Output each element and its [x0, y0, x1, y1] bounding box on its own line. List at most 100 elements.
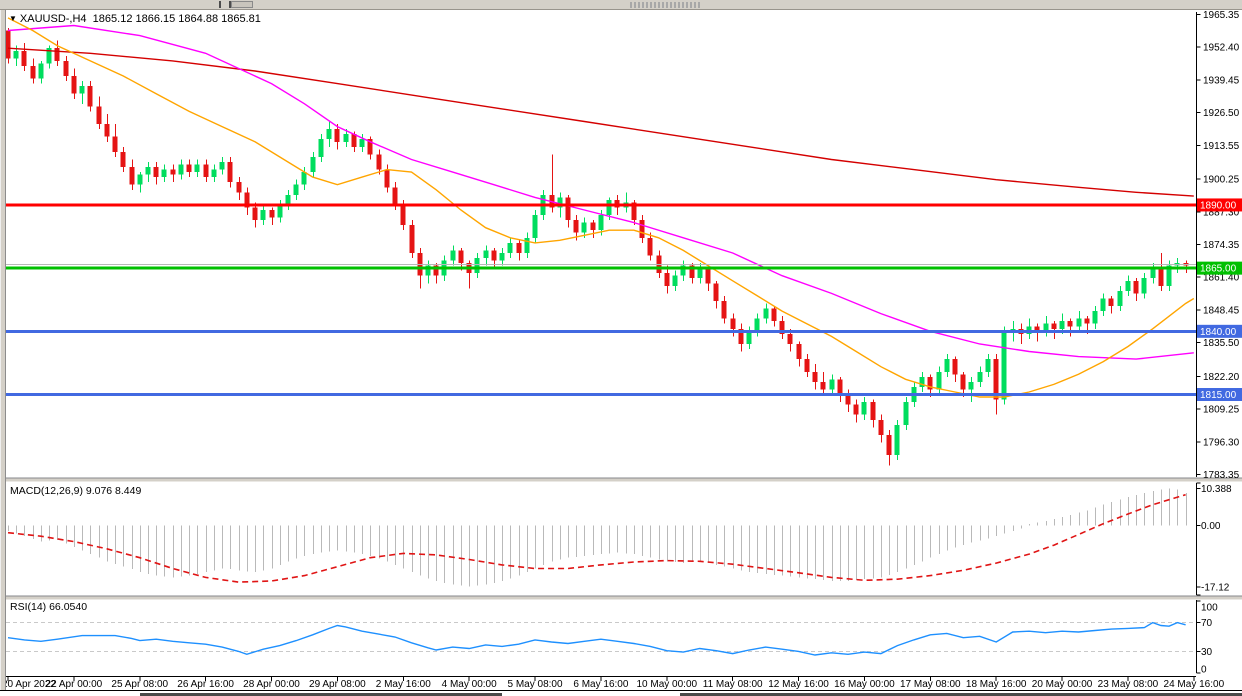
- ma-fast-orange: [7, 17, 1195, 398]
- candle: [343, 129, 349, 147]
- candle: [318, 134, 324, 162]
- candle: [713, 280, 719, 309]
- candle: [524, 232, 530, 259]
- price-level-label[interactable]: [1197, 324, 1242, 338]
- top-scrollbar-strip[interactable]: [0, 0, 1242, 10]
- macd-axis[interactable]: 10.388 0.00 -17.12: [1196, 482, 1233, 596]
- candle: [639, 215, 645, 243]
- candle: [46, 45, 52, 69]
- candle: [244, 187, 250, 216]
- candle: [367, 136, 373, 160]
- candle: [425, 260, 431, 284]
- price-tick-label: 1887.30: [1203, 207, 1240, 218]
- candle: [779, 316, 785, 339]
- price-level-label[interactable]: [1197, 388, 1242, 402]
- background-window-edge-segment: [140, 693, 502, 696]
- time-tick-label: 18 May 16:00: [966, 679, 1027, 690]
- candle: [301, 167, 307, 190]
- macd-tick-label: 10.388: [1201, 484, 1232, 495]
- macd-tick-label: -17.12: [1201, 582, 1230, 593]
- candle: [252, 202, 258, 228]
- ma-slow-red: [7, 47, 1194, 197]
- candle: [829, 374, 835, 395]
- time-tick-label: 20 May 00:00: [1032, 679, 1093, 690]
- background-window-edge-segment: [680, 693, 1242, 696]
- collapse-ohlc-icon[interactable]: ▼: [9, 14, 17, 23]
- candle: [1092, 306, 1098, 329]
- background-window-bottom: [0, 690, 1242, 696]
- scrollbar-divider: [219, 1, 231, 8]
- price-tick-label: 1809.25: [1203, 405, 1240, 416]
- scrollbar-thumb[interactable]: [231, 1, 253, 8]
- candle: [689, 263, 695, 284]
- candle: [474, 252, 480, 279]
- rsi-axis[interactable]: 100 70 30 0: [1196, 600, 1219, 676]
- candle: [293, 179, 299, 200]
- candle: [812, 364, 818, 390]
- candles-layer: [5, 28, 1189, 466]
- rsi-indicator-label: RSI(14) 66.0540: [10, 601, 88, 613]
- candle: [1150, 263, 1156, 284]
- candle: [820, 371, 826, 395]
- time-tick-label: 10 May 00:00: [636, 679, 697, 690]
- candle: [186, 159, 192, 178]
- candle: [672, 270, 678, 291]
- time-tick-label: 5 May 08:00: [508, 679, 563, 690]
- candle: [804, 354, 810, 377]
- rsi-tick-label: 30: [1201, 647, 1213, 658]
- candle: [54, 40, 60, 66]
- candle: [573, 215, 579, 241]
- price-level-label-text: 1890.00: [1200, 200, 1237, 211]
- time-tick-label: 11 May 08:00: [703, 679, 763, 690]
- time-tick-label: 22 Apr 00:00: [46, 679, 103, 690]
- horizontal-levels-layer[interactable]: [6, 203, 1196, 397]
- candle: [384, 164, 390, 193]
- candle: [903, 397, 909, 430]
- macd-signal-line: [7, 493, 1186, 583]
- candle: [219, 156, 225, 175]
- candle: [1133, 278, 1139, 301]
- candle: [944, 354, 950, 377]
- symbol-timeframe: XAUUSD-,H4: [19, 13, 87, 25]
- candle: [532, 210, 538, 243]
- price-tick-label: 1796.30: [1203, 437, 1240, 448]
- candle: [433, 263, 439, 284]
- candle: [161, 164, 167, 183]
- candle: [87, 81, 93, 112]
- price-tick-label: 1952.40: [1203, 43, 1240, 54]
- candle: [738, 323, 744, 352]
- candle: [845, 389, 851, 413]
- candle: [211, 164, 217, 183]
- candle: [30, 58, 36, 84]
- price-tick-label: 1926.50: [1203, 108, 1240, 119]
- time-tick-label: 2 May 16:00: [376, 679, 431, 690]
- candle: [277, 199, 283, 223]
- rsi-tick-label: 100: [1201, 603, 1218, 614]
- candle: [565, 194, 571, 228]
- macd-pane: [7, 488, 1187, 587]
- price-level-label-text: 1865.00: [1200, 264, 1237, 275]
- candle: [203, 159, 209, 183]
- price-tick-label: 1900.25: [1203, 175, 1240, 186]
- rsi-tick-label: 70: [1201, 618, 1213, 629]
- candle: [1026, 318, 1032, 339]
- candle: [1174, 258, 1180, 274]
- price-axis[interactable]: 1965.35 1952.40 1939.45 1926.50 1913.55 1900.…: [1196, 10, 1242, 481]
- candle: [936, 366, 942, 395]
- candle: [71, 68, 77, 99]
- candle: [730, 313, 736, 337]
- price-tick-label: 1965.35: [1203, 10, 1240, 21]
- price-level-label[interactable]: [1197, 261, 1242, 275]
- price-tick-label: 1835.50: [1203, 338, 1240, 349]
- candle: [334, 124, 340, 150]
- price-level-label[interactable]: [1197, 198, 1242, 212]
- candle: [1166, 260, 1172, 291]
- price-tick-label: 1913.55: [1203, 141, 1240, 152]
- candle: [491, 247, 497, 269]
- candle: [894, 419, 900, 461]
- candle: [705, 265, 711, 291]
- candle: [1125, 275, 1131, 296]
